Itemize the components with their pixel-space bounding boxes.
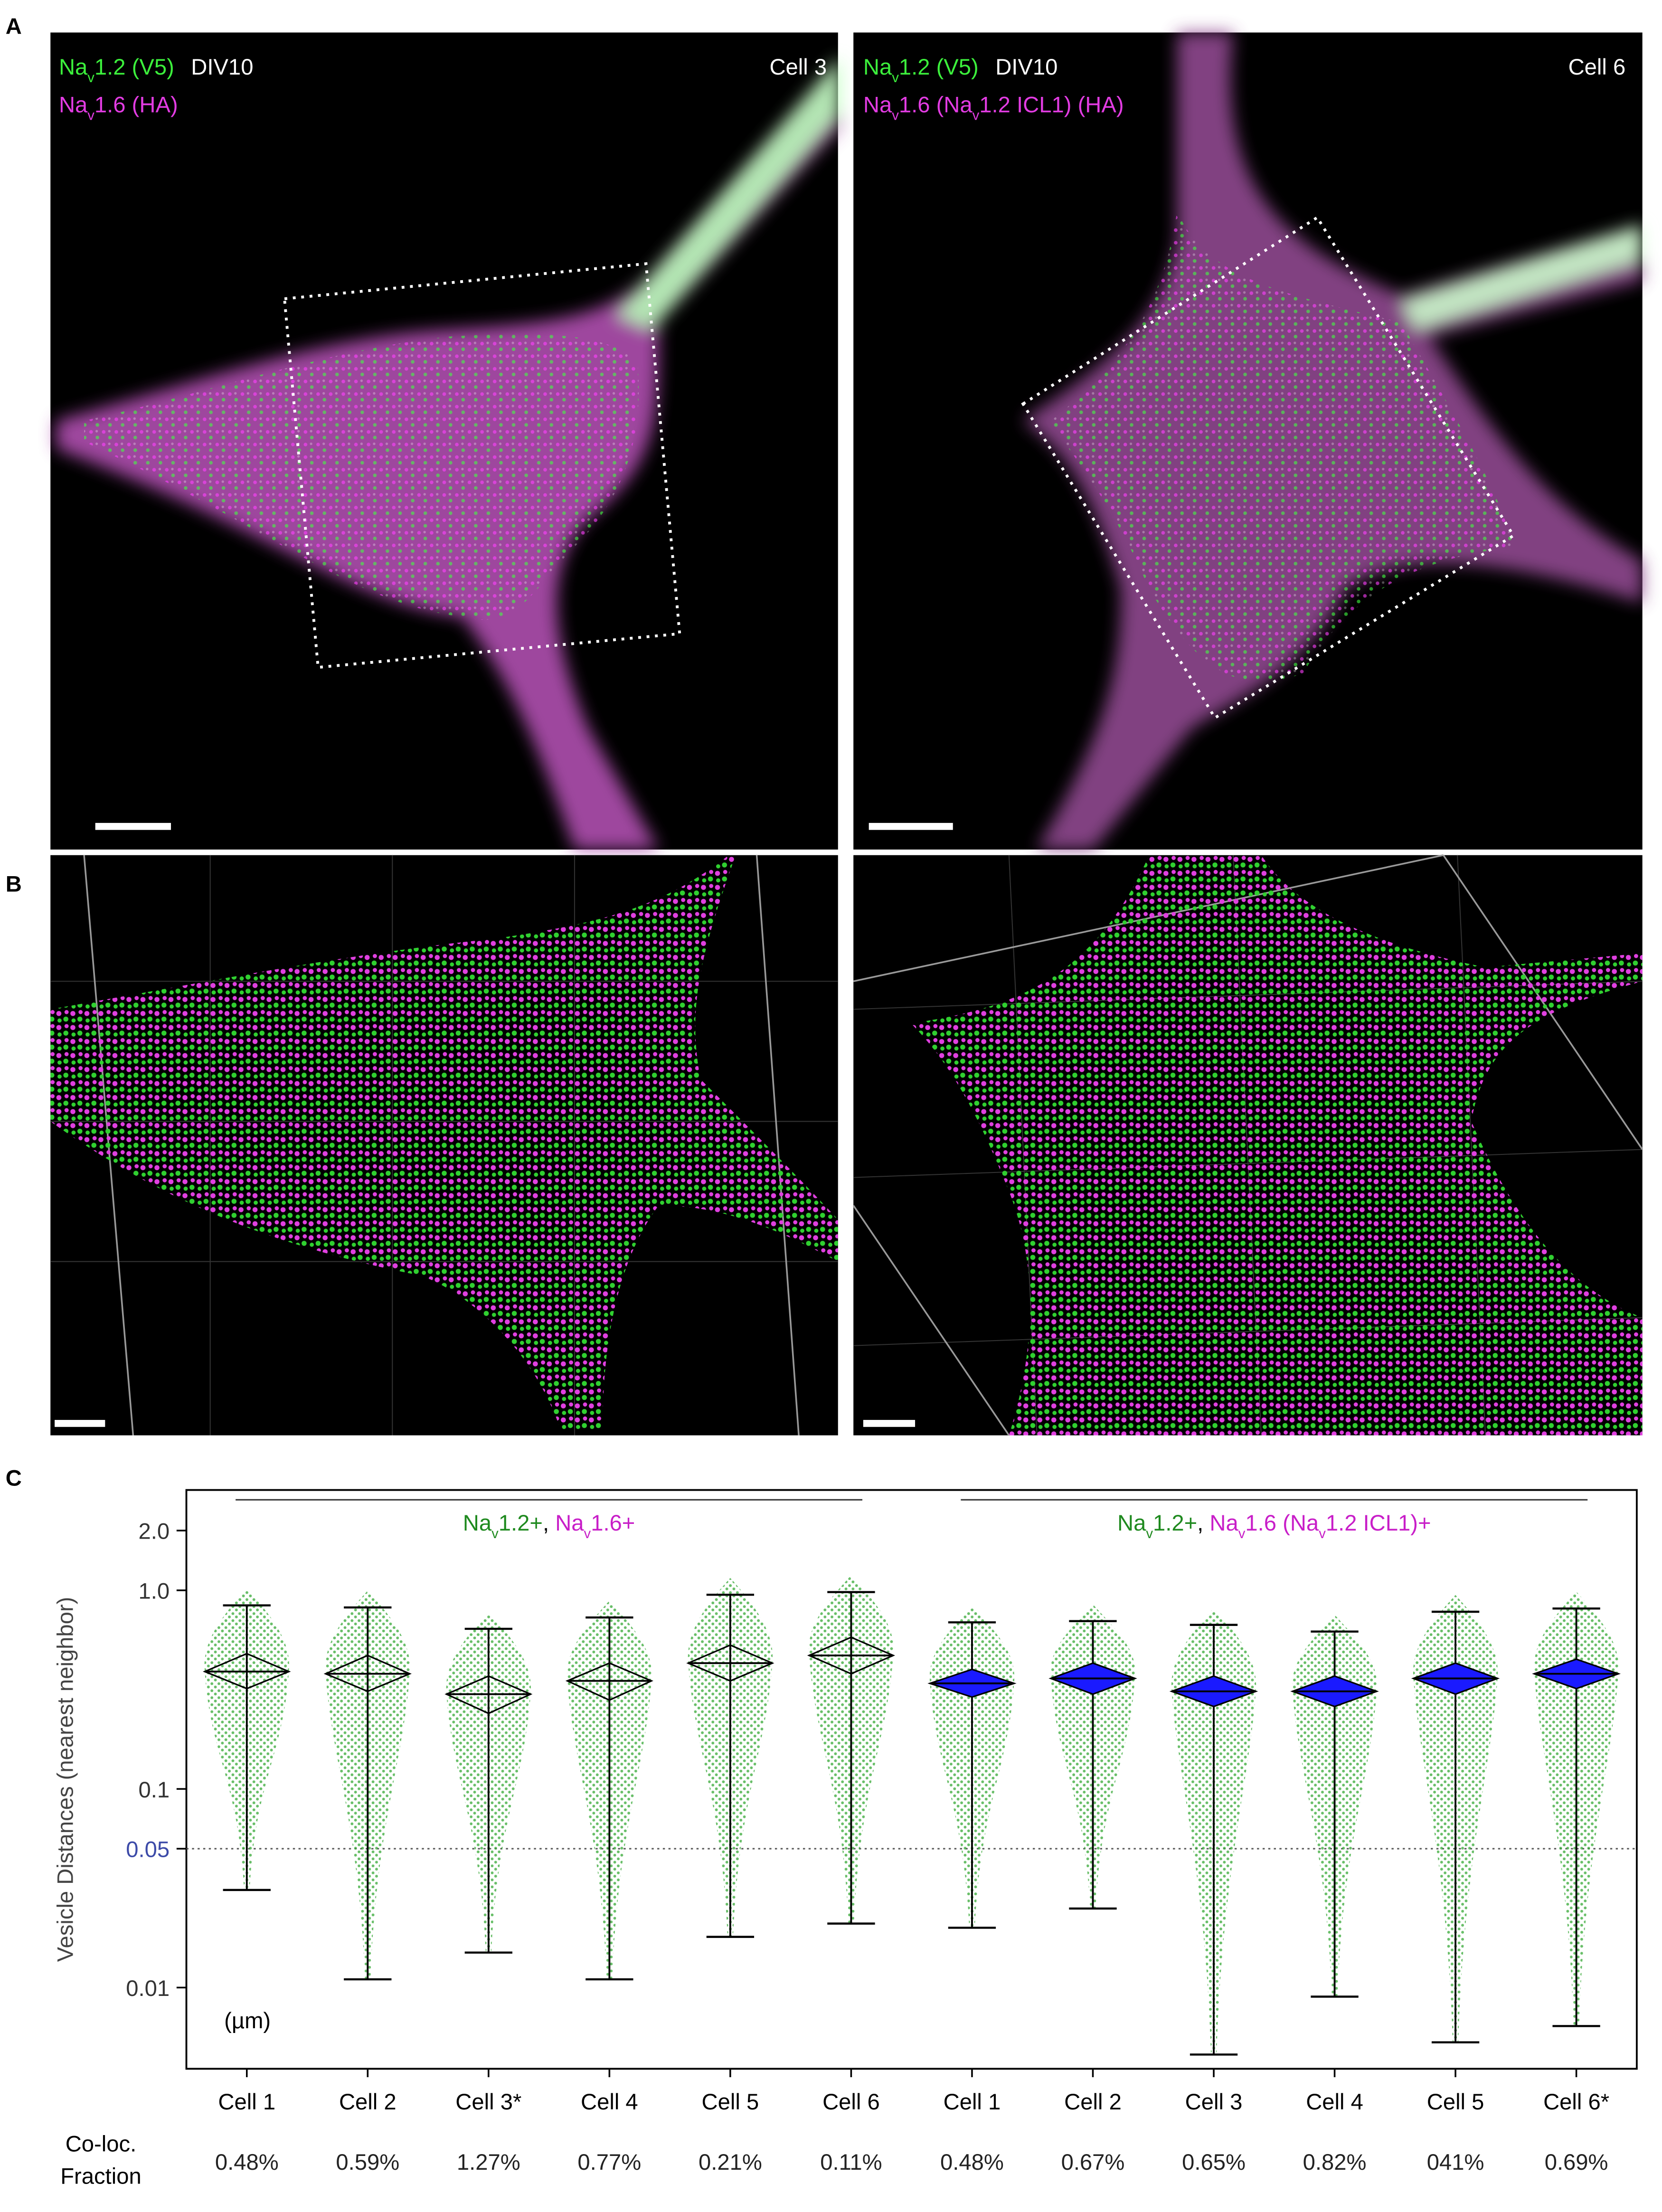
x-tick-label: Cell 3 xyxy=(1185,2089,1243,2115)
coloc-value: 0.69% xyxy=(1545,2150,1608,2175)
coloc-value: 041% xyxy=(1427,2150,1484,2175)
text-segment: Na xyxy=(59,55,88,80)
coloc-value: 0.59% xyxy=(336,2150,399,2175)
text-segment: v xyxy=(87,108,94,123)
text-segment: Na xyxy=(555,1511,584,1536)
image-b-right xyxy=(852,854,1643,1436)
y-tick-label: 0.01 xyxy=(126,1976,170,2001)
unit-note: (µm) xyxy=(224,2008,271,2033)
group-label: Nav1.2+, Nav1.6 (Nav1.2 ICL1)+ xyxy=(1117,1511,1431,1541)
text-segment: v xyxy=(973,108,980,123)
x-tick-label: Cell 2 xyxy=(339,2089,397,2115)
text-segment: Na xyxy=(1117,1511,1146,1536)
text-segment: Na xyxy=(463,1511,492,1536)
coloc-value: 0.65% xyxy=(1182,2150,1246,2175)
text-segment: 1.2 ICL1)+ xyxy=(1326,1511,1431,1536)
coloc-value: 1.27% xyxy=(457,2150,520,2175)
text-segment: 1.2 (V5) xyxy=(94,55,174,80)
ci-diamond xyxy=(444,1675,533,1714)
row-label: Fraction xyxy=(60,2164,142,2189)
ci-diamond xyxy=(686,1644,774,1682)
ci-diamond xyxy=(323,1654,412,1692)
coloc-value: 0.11% xyxy=(820,2150,882,2175)
div-label: DIV10 xyxy=(191,55,253,80)
y-tick-label: 0.1 xyxy=(138,1777,170,1803)
text-segment: 1.6 (Na xyxy=(899,93,973,118)
text-segment: 1.2 ICL1) (HA) xyxy=(979,93,1124,118)
x-tick-label: Cell 2 xyxy=(1064,2089,1122,2115)
text-segment: Na xyxy=(59,93,88,118)
text-segment: v xyxy=(491,1526,499,1541)
panel-label: B xyxy=(6,871,22,897)
x-tick-label: Cell 6 xyxy=(822,2089,880,2115)
x-tick-label: Cell 3* xyxy=(455,2089,521,2115)
ci-diamond xyxy=(807,1636,896,1675)
text-segment: v xyxy=(892,108,899,123)
text-segment: 1.6 (HA) xyxy=(94,93,178,118)
y-tick-label: 0.05 xyxy=(126,1837,170,1862)
x-tick-label: Cell 1 xyxy=(944,2089,1001,2115)
channel-label: Nav1.2 (V5) xyxy=(59,55,174,85)
text-segment: 1.6 (Na xyxy=(1245,1511,1319,1536)
panel-label: C xyxy=(6,1466,22,1491)
text-segment: Na xyxy=(863,55,892,80)
channel-label: Nav1.6 (Nav1.2 ICL1) (HA) xyxy=(863,93,1124,123)
x-tick-label: Cell 4 xyxy=(1306,2089,1363,2115)
x-tick-label: Cell 4 xyxy=(581,2089,638,2115)
text-segment: v xyxy=(1319,1526,1326,1541)
row-label: Co-loc. xyxy=(66,2132,137,2157)
image-a-left xyxy=(50,32,841,850)
x-tick-label: Cell 5 xyxy=(702,2089,759,2115)
coloc-value: 0.48% xyxy=(940,2150,1004,2175)
text-segment: , xyxy=(1197,1511,1209,1536)
x-tick-label: Cell 6* xyxy=(1543,2089,1609,2115)
text-segment: 1.2+ xyxy=(1153,1511,1197,1536)
plot-frame xyxy=(185,1489,1638,2070)
cell-label: Cell 6 xyxy=(1568,55,1626,80)
channel-label: Nav1.2 (V5) xyxy=(863,55,979,85)
text-segment: v xyxy=(87,70,94,85)
coloc-value: 0.21% xyxy=(699,2150,762,2175)
y-tick-label: 2.0 xyxy=(138,1519,170,1544)
text-segment: Na xyxy=(863,93,892,118)
text-segment: v xyxy=(1146,1526,1153,1541)
text-segment: 1.6+ xyxy=(591,1511,635,1536)
text-segment: v xyxy=(892,70,899,85)
div-label: DIV10 xyxy=(995,55,1058,80)
text-segment: Na xyxy=(1209,1511,1238,1536)
coloc-value: 0.67% xyxy=(1061,2150,1125,2175)
text-segment: v xyxy=(1238,1526,1246,1541)
text-segment: 1.2+ xyxy=(499,1511,543,1536)
ci-diamond xyxy=(203,1653,291,1690)
image-a-right xyxy=(853,32,1643,850)
cell-label: Cell 3 xyxy=(769,55,827,80)
text-segment: 1.2 (V5) xyxy=(899,55,979,80)
channel-label: Nav1.6 (HA) xyxy=(59,93,178,123)
text-segment: , xyxy=(543,1511,555,1536)
x-tick-label: Cell 1 xyxy=(218,2089,275,2115)
y-axis-label: Vesicle Distances (nearest neighbor) xyxy=(53,1597,78,1962)
x-tick-label: Cell 5 xyxy=(1427,2089,1484,2115)
panel-label: A xyxy=(6,14,22,39)
text-segment: v xyxy=(584,1526,591,1541)
image-b-left xyxy=(50,855,838,1436)
coloc-value: 0.48% xyxy=(215,2150,279,2175)
ci-diamond xyxy=(565,1662,653,1701)
coloc-value: 0.82% xyxy=(1303,2150,1367,2175)
y-tick-label: 1.0 xyxy=(138,1579,170,1604)
coloc-value: 0.77% xyxy=(577,2150,641,2175)
group-label: Nav1.2+, Nav1.6+ xyxy=(463,1511,635,1541)
